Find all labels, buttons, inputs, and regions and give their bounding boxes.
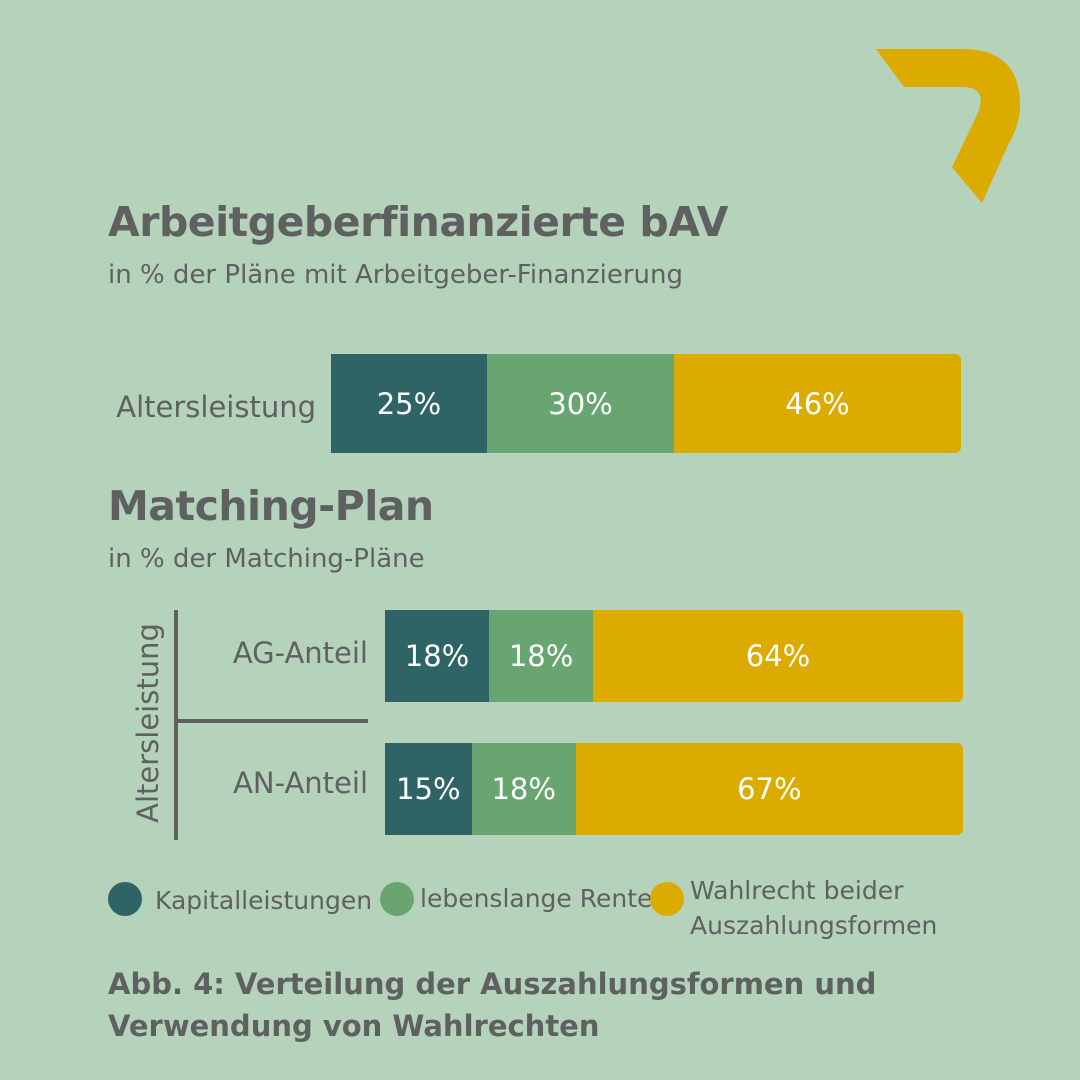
- data-label: 15%: [396, 772, 461, 806]
- legend-swatch-kapital: [108, 882, 142, 916]
- legend-label-kapital: Kapitalleistungen: [155, 886, 373, 915]
- bar-segment-kapital: 18%: [385, 610, 490, 702]
- bar-segment-kapital: 15%: [385, 743, 472, 835]
- legend-swatch-wahlrecht: [650, 882, 684, 916]
- legend-label-wahlrecht-line2: Auszahlungsformen: [690, 911, 938, 940]
- row-label-altersleistung: Altersleistung: [116, 390, 316, 424]
- group-bracket-divider: [174, 719, 368, 723]
- stacked-bar-ag-anteil: 18% 18% 64%: [385, 610, 963, 702]
- bar-segment-rente: 18%: [471, 743, 576, 835]
- group-bracket-vertical: [174, 610, 178, 840]
- data-label: 18%: [491, 772, 556, 806]
- data-label: 18%: [404, 639, 470, 673]
- group-label-altersleistung: Altersleistung: [131, 623, 165, 823]
- bar-segment-kapital: 25%: [331, 354, 487, 453]
- row-label-ag-anteil: AG-Anteil: [232, 636, 368, 670]
- bar-segment-rente: 18%: [489, 610, 594, 702]
- data-label: 30%: [548, 386, 613, 421]
- chart2-title: Matching-Plan: [108, 482, 434, 530]
- chart1-subtitle: in % der Pläne mit Arbeitgeber-Finanzier…: [108, 260, 683, 290]
- data-label: 18%: [508, 639, 574, 673]
- data-label: 46%: [785, 386, 850, 421]
- data-label: 25%: [376, 386, 442, 421]
- row-label-an-anteil: AN-Anteil: [233, 766, 368, 800]
- data-label: 64%: [745, 639, 811, 673]
- chart2-subtitle: in % der Matching-Pläne: [108, 544, 425, 574]
- bar-segment-wahlrecht: 64%: [593, 610, 963, 702]
- seven-shape-logo-icon: [876, 49, 1020, 203]
- legend-label-wahlrecht-line1: Wahlrecht beider: [690, 876, 904, 905]
- legend-swatch-rente: [380, 882, 414, 916]
- bar-segment-rente: 30%: [486, 354, 675, 453]
- stacked-bar-altersleistung: 25% 30% 46%: [331, 354, 961, 453]
- bar-segment-wahlrecht: 46%: [674, 354, 961, 453]
- chart1-title: Arbeitgeberfinanzierte bAV: [108, 198, 728, 246]
- legend-label-rente: lebenslange Rente: [420, 884, 653, 913]
- legend-label-wahlrecht: Wahlrecht beider Auszahlungsformen: [690, 873, 937, 943]
- figure-caption: Abb. 4: Verteilung der Auszahlungsformen…: [108, 967, 877, 1043]
- stacked-bar-an-anteil: 15% 18% 67%: [385, 743, 963, 835]
- data-label: 67%: [737, 772, 802, 806]
- bar-segment-wahlrecht: 67%: [575, 743, 963, 835]
